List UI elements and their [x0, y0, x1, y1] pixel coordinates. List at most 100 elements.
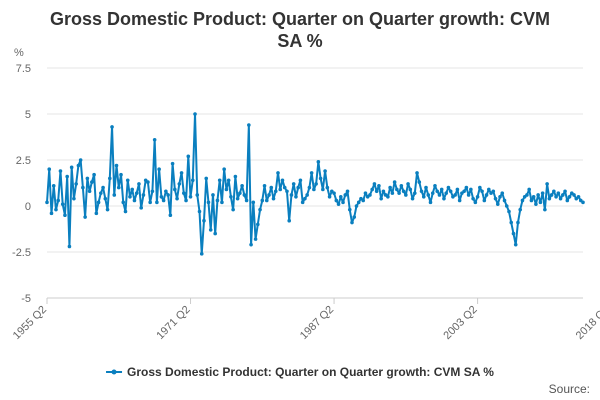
data-point: [249, 242, 253, 247]
data-point: [552, 189, 556, 194]
data-point: [354, 204, 359, 208]
data-point: [576, 195, 581, 199]
data-point: [318, 176, 323, 181]
data-point: [419, 189, 424, 194]
data-point: [341, 200, 345, 205]
data-point: [487, 187, 491, 192]
data-point: [173, 187, 177, 192]
data-point: [208, 228, 213, 232]
data-point: [572, 193, 576, 197]
data-point: [139, 206, 143, 210]
data-point: [280, 178, 285, 183]
chart-title-line1: Gross Domestic Product: Quarter on Quart…: [49, 9, 551, 29]
data-point: [195, 193, 200, 197]
data-point: [561, 193, 565, 197]
data-point: [199, 252, 204, 256]
data-point: [350, 220, 354, 225]
data-point: [152, 137, 157, 142]
legend[interactable]: Gross Domestic Product: Quarter on Quart…: [106, 365, 494, 379]
data-point: [94, 211, 99, 216]
data-point: [213, 231, 217, 236]
data-point: [567, 195, 572, 199]
data-point: [305, 193, 309, 197]
data-point: [469, 187, 473, 192]
data-point: [516, 220, 520, 225]
data-point: [482, 198, 487, 203]
data-point: [134, 191, 139, 195]
data-point: [410, 196, 415, 201]
data-point: [92, 172, 96, 177]
data-point: [300, 200, 305, 205]
data-point: [49, 211, 54, 216]
data-point: [276, 171, 280, 175]
y-tick-label: 7.5: [16, 63, 31, 75]
data-point: [190, 178, 195, 183]
x-tick-label: 2018 Q1: [574, 304, 600, 342]
data-point: [408, 187, 413, 192]
source-label: Source:: [549, 382, 590, 396]
data-point: [179, 171, 184, 175]
data-point: [484, 193, 489, 197]
data-point: [83, 215, 87, 219]
axes: -5 -2.5 0 2.5 5 7.5% 1955 Q2 1971 Q2 1987 Q2 2003…: [11, 47, 600, 342]
data-point: [309, 171, 314, 175]
data-point: [121, 200, 126, 205]
data-point: [186, 154, 191, 159]
data-point: [132, 198, 137, 203]
data-point: [177, 182, 182, 186]
data-point: [395, 187, 399, 192]
data-point: [269, 185, 274, 190]
data-point: [231, 207, 235, 212]
data-point: [72, 196, 76, 201]
data-point: [471, 196, 475, 201]
data-point: [316, 160, 321, 164]
data-point: [377, 183, 381, 188]
data-point: [285, 189, 289, 194]
data-point: [421, 195, 426, 199]
data-point: [507, 209, 511, 214]
data-point: [271, 196, 276, 201]
data-point: [336, 202, 341, 206]
data-point: [363, 191, 368, 195]
data-point: [307, 185, 312, 190]
data-point: [491, 189, 496, 194]
data-point: [240, 183, 244, 188]
data-point: [130, 187, 135, 192]
data-point: [54, 207, 58, 212]
data-point: [224, 187, 229, 192]
data-point: [321, 187, 325, 192]
x-tick-label: 1987 Q2: [298, 304, 336, 342]
chart-title-line2: SA %: [277, 31, 323, 51]
data-point: [500, 191, 505, 195]
data-point: [513, 242, 518, 247]
data-point: [464, 185, 469, 190]
y-tick-label: -5: [21, 293, 31, 305]
data-point: [110, 125, 114, 129]
data-point: [406, 182, 410, 186]
data-point: [547, 196, 552, 201]
legend-swatch-marker: [111, 369, 117, 375]
data-point: [338, 195, 343, 199]
data-point: [242, 193, 247, 197]
data-point: [453, 193, 457, 197]
data-point: [105, 207, 110, 212]
data-point: [399, 183, 404, 188]
data-point: [260, 198, 265, 203]
data-point: [473, 200, 478, 205]
data-point: [372, 182, 377, 186]
chart-title: Gross Domestic Product: Quarter on Quart…: [0, 8, 600, 52]
data-point: [116, 185, 121, 190]
data-point: [581, 200, 585, 205]
data-point: [397, 191, 401, 195]
data-point: [536, 193, 540, 197]
data-point: [558, 196, 563, 201]
data-point: [446, 185, 451, 190]
data-point: [565, 198, 570, 203]
data-point: [65, 174, 69, 179]
data-point: [168, 213, 173, 217]
data-point: [63, 213, 67, 217]
data-point: [60, 202, 65, 206]
data-point: [278, 187, 283, 192]
data-point: [267, 193, 271, 197]
